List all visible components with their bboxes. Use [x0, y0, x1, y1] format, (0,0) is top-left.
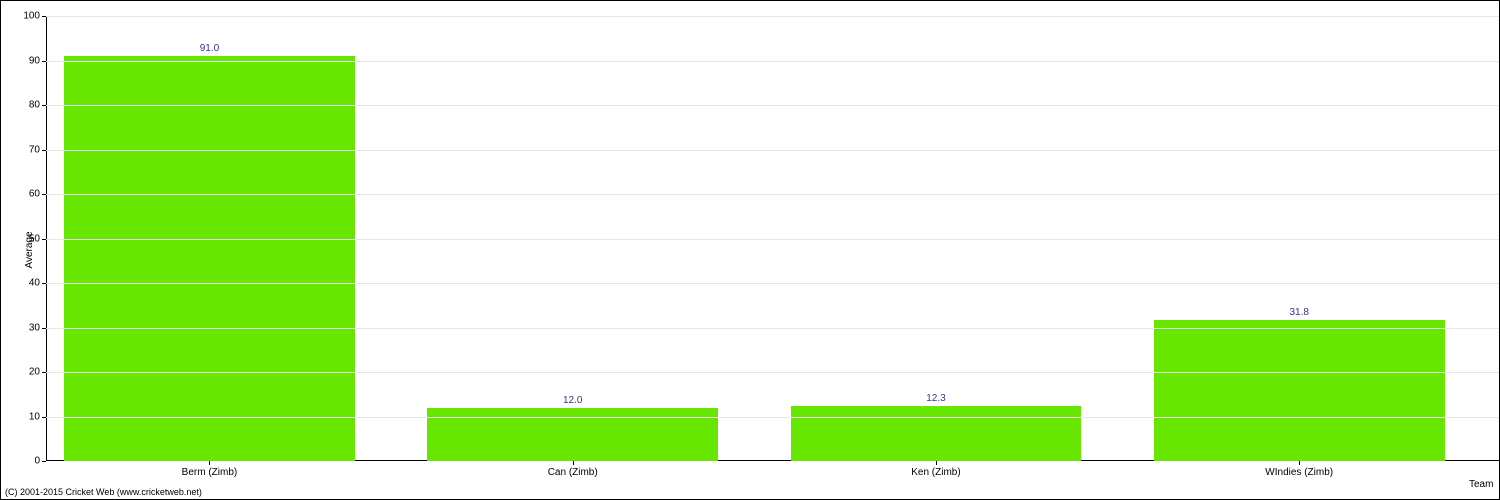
y-tick-label: 100 — [23, 11, 46, 22]
y-tick-label: 50 — [29, 233, 46, 244]
y-tick-label: 20 — [29, 367, 46, 378]
copyright-text: (C) 2001-2015 Cricket Web (www.cricketwe… — [5, 487, 202, 497]
bar-value-label: 12.0 — [427, 395, 718, 408]
grid-line — [46, 16, 1499, 17]
grid-line — [46, 417, 1499, 418]
bar-value-label: 12.3 — [791, 393, 1082, 406]
bar-value-label: 31.8 — [1154, 307, 1445, 320]
grid-line — [46, 372, 1499, 373]
y-tick-label: 80 — [29, 100, 46, 111]
y-tick-label: 10 — [29, 411, 46, 422]
bar: 31.8 — [1154, 320, 1445, 462]
x-axis-title: Team — [1469, 479, 1493, 490]
bar: 12.3 — [791, 406, 1082, 461]
grid-line — [46, 150, 1499, 151]
x-tick-label: WIndies (Zimb) — [1265, 461, 1333, 478]
grid-line — [46, 61, 1499, 62]
y-tick-label: 70 — [29, 144, 46, 155]
chart-container: Average 91.012.012.331.8 010203040506070… — [0, 0, 1500, 500]
grid-line — [46, 283, 1499, 284]
grid-line — [46, 194, 1499, 195]
y-tick-label: 40 — [29, 278, 46, 289]
x-tick-label: Can (Zimb) — [548, 461, 598, 478]
x-tick-label: Ken (Zimb) — [911, 461, 960, 478]
plot-area: 91.012.012.331.8 0102030405060708090100B… — [46, 16, 1499, 461]
grid-line — [46, 105, 1499, 106]
y-tick-label: 0 — [34, 456, 46, 467]
y-tick-label: 60 — [29, 189, 46, 200]
grid-line — [46, 328, 1499, 329]
grid-line — [46, 239, 1499, 240]
x-tick-label: Berm (Zimb) — [182, 461, 238, 478]
y-tick-label: 90 — [29, 55, 46, 66]
bar: 91.0 — [64, 56, 355, 461]
y-tick-label: 30 — [29, 322, 46, 333]
bar-value-label: 91.0 — [64, 43, 355, 56]
